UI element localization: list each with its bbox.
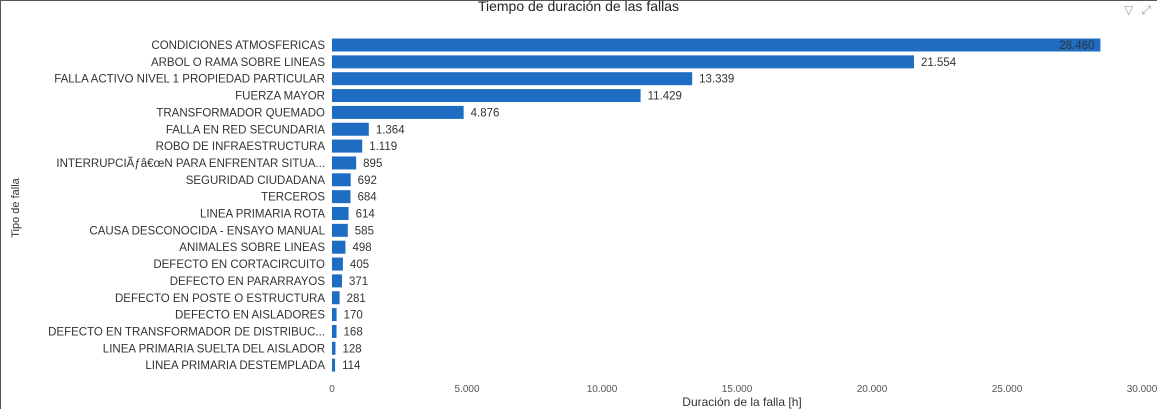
data-label: 168	[344, 326, 363, 338]
bar	[332, 223, 348, 237]
category-label: CONDICIONES ATMOSFERICAS	[151, 40, 325, 52]
category-label: DEFECTO EN PARARRAYOS	[170, 276, 326, 288]
x-tick-label: 5.000	[454, 384, 479, 395]
bar	[332, 341, 336, 355]
data-label: 13.339	[699, 74, 734, 86]
filter-icon[interactable]: ▽	[1124, 3, 1134, 17]
data-label: 405	[350, 259, 369, 271]
bar	[332, 55, 914, 69]
category-label: FALLA EN RED SECUNDARIA	[166, 124, 325, 136]
x-tick-label: 30.000	[1127, 384, 1157, 395]
data-label: 371	[349, 276, 368, 288]
focus-mode-icon[interactable]: ⤢	[1141, 3, 1151, 17]
data-label: 114	[342, 360, 361, 372]
x-tick-label: 10.000	[587, 384, 618, 395]
data-label: 28.460	[1059, 40, 1094, 52]
data-label: 1.119	[369, 141, 397, 153]
bar	[332, 274, 343, 288]
bar	[332, 122, 369, 136]
category-label: SEGURIDAD CIUDADANA	[186, 175, 326, 187]
category-label: LINEA PRIMARIA SUELTA DEL AISLADOR	[103, 343, 325, 355]
data-label: 11.429	[648, 91, 682, 103]
category-label: DEFECTO EN AISLADORES	[175, 310, 325, 322]
bar	[332, 89, 641, 103]
chart-title: Tiempo de duración de las fallas	[477, 0, 680, 14]
category-label: FUERZA MAYOR	[235, 91, 325, 103]
category-label: CAUSA DESCONOCIDA - ENSAYO MANUAL	[89, 225, 325, 237]
x-axis-label: Duración de la falla [h]	[682, 395, 801, 409]
bar	[332, 38, 1101, 52]
category-label: DEFECTO EN POSTE O ESTRUCTURA	[115, 293, 325, 305]
data-label: 281	[347, 293, 366, 305]
category-label: LINEA PRIMARIA ROTA	[200, 209, 325, 221]
category-label: INTERRUPCIÃƒâ€œN PARA ENFRENTAR SITUA...	[56, 157, 325, 170]
bar	[332, 72, 693, 86]
data-label: 692	[358, 175, 377, 187]
data-label: 895	[363, 158, 382, 170]
bar	[332, 358, 336, 372]
category-label: DEFECTO EN TRANSFORMADOR DE DISTRIBUC...	[48, 326, 325, 338]
bar	[332, 257, 343, 271]
data-label: 21.554	[921, 57, 957, 69]
bar	[332, 173, 351, 187]
bar	[332, 240, 346, 254]
x-tick-label: 25.000	[992, 384, 1023, 395]
y-axis-label: Tipo de falla	[10, 177, 22, 237]
category-label: ROBO DE INFRAESTRUCTURA	[156, 141, 326, 153]
data-label: 585	[355, 225, 374, 237]
bar	[332, 291, 340, 305]
data-label: 614	[356, 209, 376, 221]
x-tick-label: 0	[329, 384, 335, 395]
bar	[332, 308, 337, 322]
bar	[332, 190, 351, 204]
data-label: 498	[352, 242, 371, 254]
category-label: DEFECTO EN CORTACIRCUITO	[153, 259, 325, 271]
data-label: 1.364	[376, 124, 405, 136]
bar	[332, 139, 363, 153]
category-label: FALLA ACTIVO NIVEL 1 PROPIEDAD PARTICULA…	[54, 74, 325, 86]
x-tick-label: 15.000	[722, 384, 753, 395]
category-label: LINEA PRIMARIA DESTEMPLADA	[145, 360, 325, 372]
category-label: ARBOL O RAMA SOBRE LINEAS	[151, 57, 325, 69]
bar	[332, 324, 337, 338]
data-label: 4.876	[471, 107, 500, 119]
category-label: TRANSFORMADOR QUEMADO	[156, 107, 325, 119]
bar	[332, 105, 464, 119]
data-label: 128	[342, 343, 361, 355]
x-tick-label: 20.000	[857, 384, 888, 395]
visual-header-icons: ▽ ⤢	[1124, 4, 1151, 16]
data-label: 170	[344, 310, 363, 322]
category-label: TERCEROS	[261, 192, 325, 204]
bar	[332, 156, 357, 170]
data-label: 684	[357, 192, 377, 204]
bar	[332, 207, 349, 220]
category-label: ANIMALES SOBRE LINEAS	[179, 242, 325, 254]
